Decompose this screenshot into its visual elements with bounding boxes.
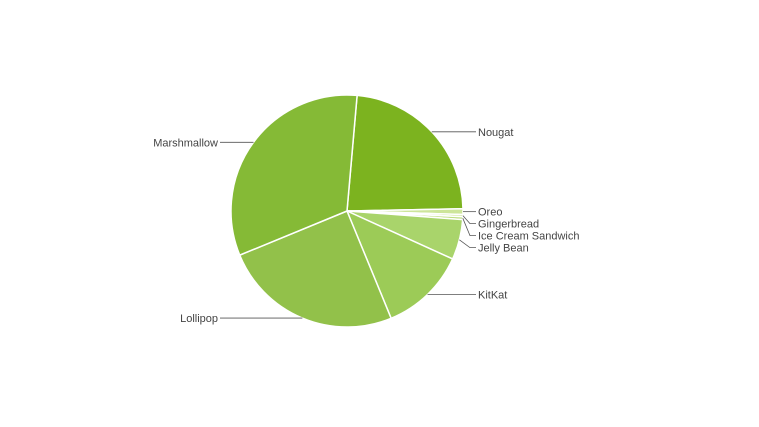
slice-label-marshmallow: Marshmallow (153, 137, 218, 149)
pie-slice-nougat (346, 94, 464, 212)
slice-label-nougat: Nougat (478, 127, 513, 139)
leader-line-gingerbread (462, 215, 476, 225)
slice-label-kitkat: KitKat (478, 290, 507, 302)
pie-slice-marshmallow (230, 94, 358, 257)
slice-label-oreo: Oreo (478, 207, 502, 219)
leader-line-jelly-bean (459, 239, 476, 249)
slice-label-ice-cream-sandwich: Ice Cream Sandwich (478, 231, 580, 243)
slice-label-gingerbread: Gingerbread (478, 219, 539, 231)
leader-line-ice-cream-sandwich (462, 218, 476, 237)
slice-label-jelly-bean: Jelly Bean (478, 243, 529, 255)
slice-label-lollipop: Lollipop (180, 313, 218, 325)
